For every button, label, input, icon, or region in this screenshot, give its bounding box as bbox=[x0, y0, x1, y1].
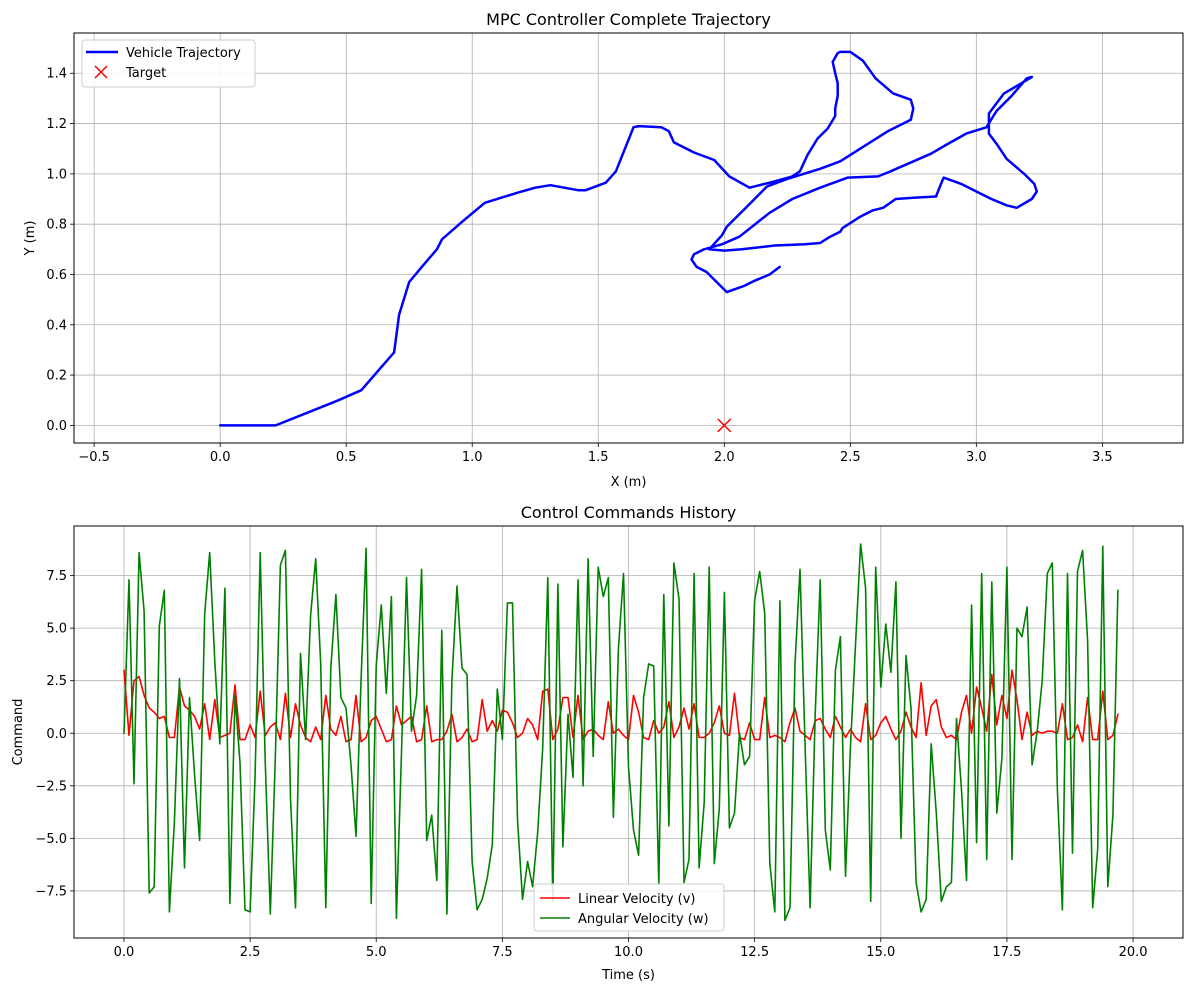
legend-label-angular-velocity: Angular Velocity (w) bbox=[578, 912, 709, 927]
target-marker bbox=[717, 418, 732, 433]
trajectory-legend-box bbox=[81, 39, 256, 88]
control-x-tick-label: 10.0 bbox=[614, 945, 643, 960]
control-y-tick-label: −2.5 bbox=[35, 779, 67, 794]
control-x-tick-label: 15.0 bbox=[866, 945, 895, 960]
trajectory-y-axis-label: Y (m) bbox=[23, 221, 38, 257]
trajectory-y-tick-label: 0.0 bbox=[46, 419, 67, 434]
control-commands-chart: Control Commands History 0.0 2.5 5.0 7.5 10.… bbox=[11, 503, 1184, 983]
trajectory-y-tick-label: 0.4 bbox=[46, 318, 67, 333]
trajectory-x-tick-label: 1.0 bbox=[462, 450, 483, 465]
control-legend-box bbox=[533, 883, 725, 932]
control-y-tick-label: 0.0 bbox=[46, 727, 67, 742]
control-y-tick-label: −7.5 bbox=[35, 884, 67, 899]
legend-label-vehicle-trajectory: Vehicle Trajectory bbox=[126, 46, 241, 61]
control-title: Control Commands History bbox=[521, 503, 737, 522]
control-x-tick-label: 12.5 bbox=[740, 945, 769, 960]
control-y-tick-label: 2.5 bbox=[46, 674, 67, 689]
trajectory-legend: Vehicle Trajectory Target bbox=[81, 39, 256, 88]
trajectory-y-tick-label: 0.2 bbox=[46, 369, 67, 384]
control-x-tick-label: 5.0 bbox=[366, 945, 387, 960]
trajectory-y-tick-label: 1.0 bbox=[46, 167, 67, 182]
control-x-axis-label: Time (s) bbox=[601, 968, 655, 983]
control-y-tick-label: 5.0 bbox=[46, 622, 67, 637]
trajectory-y-tick-label: 1.4 bbox=[46, 67, 67, 82]
trajectory-marks bbox=[218, 50, 1039, 433]
trajectory-x-axis-label: X (m) bbox=[611, 475, 647, 490]
trajectory-x-tick-label: 0.5 bbox=[336, 450, 357, 465]
trajectory-ticks: −0.5 0.0 0.5 1.0 1.5 2.0 2.5 3.0 3.5 0.0 0.2 0.4 0.6… bbox=[46, 67, 1112, 465]
trajectory-x-tick-label: −0.5 bbox=[78, 450, 110, 465]
control-x-tick-label: 17.5 bbox=[992, 945, 1021, 960]
control-legend: Linear Velocity (v) Angular Velocity (w) bbox=[533, 883, 725, 932]
trajectory-grid bbox=[74, 33, 1183, 443]
trajectory-x-tick-label: 3.0 bbox=[966, 450, 987, 465]
trajectory-x-tick-label: 2.5 bbox=[840, 450, 861, 465]
control-marks bbox=[123, 543, 1119, 922]
legend-marker-target bbox=[94, 65, 108, 79]
control-x-tick-label: 7.5 bbox=[492, 945, 513, 960]
trajectory-plot-area bbox=[74, 33, 1183, 443]
trajectory-y-tick-label: 0.6 bbox=[46, 268, 67, 283]
angular-velocity-w-line bbox=[123, 543, 1119, 922]
legend-label-target: Target bbox=[125, 66, 166, 81]
control-y-axis-label: Command bbox=[11, 699, 26, 766]
trajectory-y-tick-label: 1.2 bbox=[46, 117, 67, 132]
trajectory-plot-frame bbox=[73, 32, 1184, 444]
trajectory-x-tick-label: 0.0 bbox=[210, 450, 231, 465]
trajectory-x-tick-label: 2.0 bbox=[714, 450, 735, 465]
trajectory-x-tick-label: 1.5 bbox=[588, 450, 609, 465]
control-y-tick-label: 7.5 bbox=[46, 569, 67, 584]
trajectory-title: MPC Controller Complete Trajectory bbox=[486, 10, 771, 29]
control-x-tick-label: 20.0 bbox=[1119, 945, 1148, 960]
legend-label-linear-velocity: Linear Velocity (v) bbox=[578, 892, 696, 907]
control-ticks: 0.0 2.5 5.0 7.5 10.0 12.5 15.0 17.5 20.0 −7.5 −5.0… bbox=[35, 569, 1147, 960]
trajectory-chart: MPC Controller Complete Trajectory −0.5 0… bbox=[23, 10, 1184, 490]
vehicle-trajectory-line bbox=[218, 50, 1039, 427]
control-x-tick-label: 0.0 bbox=[114, 945, 135, 960]
control-x-tick-label: 2.5 bbox=[240, 945, 261, 960]
trajectory-x-tick-label: 3.5 bbox=[1092, 450, 1113, 465]
trajectory-y-tick-label: 0.8 bbox=[46, 218, 67, 233]
control-y-tick-label: −5.0 bbox=[35, 832, 67, 847]
